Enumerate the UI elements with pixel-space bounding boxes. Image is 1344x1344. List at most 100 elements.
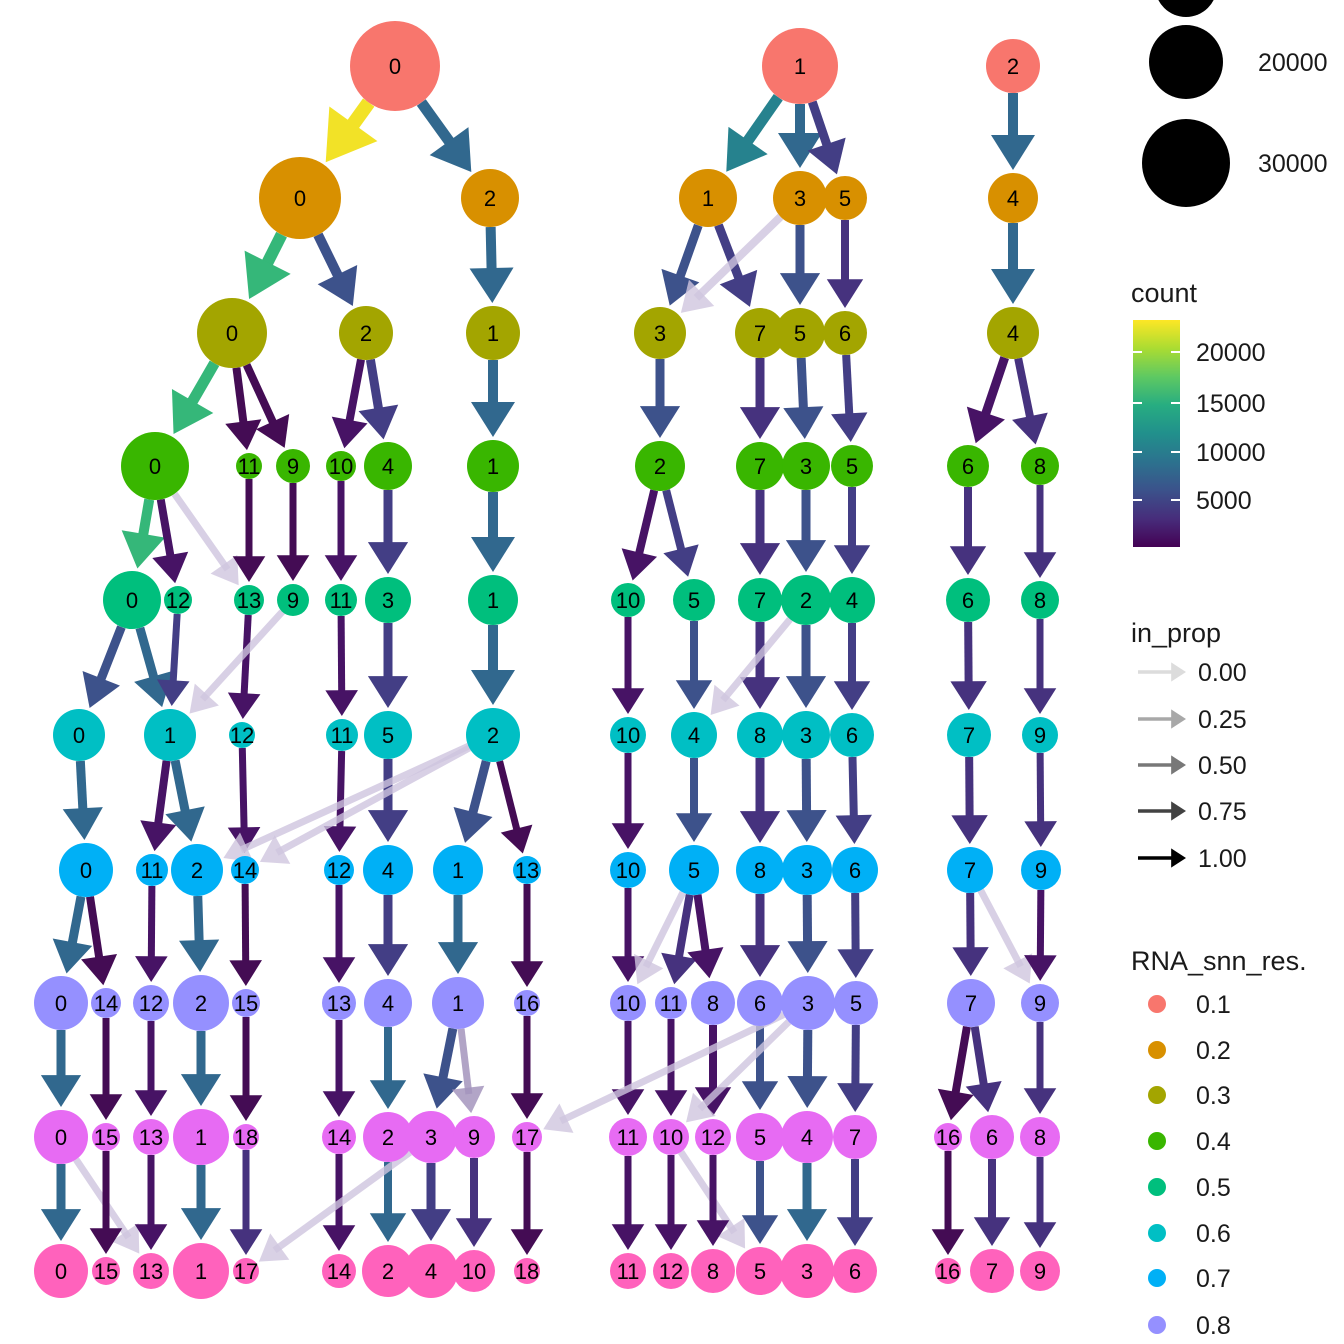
cluster-node-label: 14 bbox=[327, 1259, 351, 1284]
cluster-node-label: 0 bbox=[294, 186, 306, 211]
cluster-node-res1-0 bbox=[34, 1244, 88, 1298]
cluster-node-label: 11 bbox=[617, 1259, 640, 1284]
inprop-label: 0.50 bbox=[1198, 752, 1247, 780]
edge-arrow-0.9_13-to-1_13-head bbox=[134, 1224, 168, 1250]
edge-arrow-0.6_6-to-0.7_6-head bbox=[835, 814, 872, 845]
cluster-node-label: 14 bbox=[327, 1125, 351, 1150]
cluster-node-label: 12 bbox=[166, 588, 190, 613]
cluster-node-label: 8 bbox=[1034, 454, 1046, 479]
edge-arrow-0.3_2-to-0.4_10-head bbox=[331, 416, 368, 449]
cluster-node-res0.9-0 bbox=[34, 1110, 88, 1164]
cluster-node-label: 10 bbox=[329, 454, 353, 479]
cluster-node-label: 14 bbox=[94, 991, 118, 1016]
inprop-label: 0.25 bbox=[1198, 706, 1247, 734]
edge-arrow-0.7_5-to-0.8_10-head bbox=[634, 953, 664, 985]
edge-arrow-0.3_0-to-0.4_0-head bbox=[171, 389, 214, 434]
cluster-node-label: 3 bbox=[801, 858, 813, 883]
edge-arrow-0.9_0-to-1_13 bbox=[73, 1157, 132, 1240]
cluster-node-label: 1 bbox=[487, 321, 499, 346]
edge-arrow-0.6_0-to-0.7_0-head bbox=[62, 807, 103, 841]
cluster-node-res0.9-6 bbox=[970, 1115, 1014, 1159]
edge-arrow-0.4_5-to-0.5_4-head bbox=[833, 545, 871, 574]
cluster-node-label: 6 bbox=[986, 1125, 998, 1150]
cluster-node-label: 11 bbox=[331, 723, 354, 748]
cluster-node-label: 2 bbox=[382, 1259, 394, 1284]
edge-arrow-0.8_8-to-0.9_12-head bbox=[694, 1087, 732, 1116]
cluster-node-label: 9 bbox=[1035, 858, 1047, 883]
edge-arrow-0.4_0-to-0.5_0-head bbox=[121, 530, 166, 569]
edge-arrow-0.5_9-to-0.6_1-head bbox=[189, 683, 219, 714]
edge-arrow-0.7_7-to-0.8_7-head bbox=[952, 947, 989, 977]
cluster-node-label: 6 bbox=[754, 991, 766, 1016]
cluster-node-res0.6-11 bbox=[326, 719, 358, 751]
cluster-node-label: 11 bbox=[617, 1125, 640, 1150]
edge-arrow-0.4_11-to-0.5_13-head bbox=[232, 556, 266, 582]
edge-arrow-0.4_4-to-0.5_3-head bbox=[367, 542, 409, 574]
cluster-node-res0.9-10 bbox=[653, 1119, 689, 1155]
edge-arrow-0.8_11-to-0.9_10-head bbox=[654, 1090, 688, 1116]
edge-arrow-0.9_3-to-1_4-head bbox=[410, 1209, 452, 1241]
cluster-node-res1-5 bbox=[736, 1247, 784, 1295]
cluster-node-label: 16 bbox=[936, 1259, 960, 1284]
cluster-node-label: 9 bbox=[1034, 991, 1046, 1016]
cluster-node-label: 13 bbox=[327, 991, 351, 1016]
edge-arrow-0.7_0-to-0.8_0 bbox=[66, 895, 86, 951]
edge-arrow-0.3_0-to-0.4_9 bbox=[242, 363, 280, 430]
cluster-node-res0.8-11 bbox=[655, 987, 687, 1019]
edge-arrow-0.1_1-to-0.2_5 bbox=[808, 100, 834, 154]
cluster-node-label: 3 bbox=[802, 991, 814, 1016]
cluster-node-res0.5-1 bbox=[468, 575, 518, 625]
edge-arrow-0.8_3-to-0.9_4-head bbox=[787, 1075, 828, 1109]
edge-arrow-0.5_8-to-0.6_9-head bbox=[1023, 688, 1057, 714]
cluster-node-res0.5-0 bbox=[103, 571, 161, 629]
edge-arrow-0.6_12-to-0.7_14 bbox=[238, 747, 248, 834]
edge-arrow-0.1_2-to-0.2_4-head bbox=[991, 135, 1035, 170]
cluster-node-label: 4 bbox=[801, 1125, 813, 1150]
size-legend-circle-20000 bbox=[1149, 25, 1223, 99]
edge-arrow-0.9_4-to-1_3-head bbox=[786, 1209, 828, 1241]
cluster-node-res1-8 bbox=[691, 1249, 735, 1293]
cluster-node-label: 5 bbox=[754, 1259, 766, 1284]
edge-arrow-0.4_0-to-0.5_13-head bbox=[210, 554, 239, 586]
cluster-node-label: 12 bbox=[659, 1259, 683, 1284]
cluster-node-res0.2-0 bbox=[259, 157, 341, 239]
edge-arrow-0.4_0-to-0.5_13 bbox=[171, 491, 231, 572]
res-legend-dot-0.4 bbox=[1148, 1132, 1166, 1150]
edge-arrow-0.2_5-to-0.3_6-head bbox=[826, 279, 864, 308]
edge-arrow-0.9_10-to-1_5 bbox=[678, 1150, 738, 1235]
size-legend-circle-clipped bbox=[1158, 0, 1214, 17]
edge-arrow-0.8_6-to-0.9_5-head bbox=[741, 1081, 779, 1110]
cluster-node-res0.3-6 bbox=[823, 311, 867, 355]
edge-arrow-0.6_11-to-0.7_12-head bbox=[323, 825, 357, 853]
cluster-node-label: 15 bbox=[94, 1259, 118, 1284]
cluster-node-res0.9-11 bbox=[609, 1118, 647, 1156]
cluster-node-res0.4-1 bbox=[467, 440, 519, 492]
edge-arrow-0.9_12-to-1_8-head bbox=[696, 1220, 730, 1246]
res-legend-label: 0.7 bbox=[1196, 1265, 1231, 1293]
cluster-node-res0.7-1 bbox=[433, 845, 483, 895]
edge-arrow-0.5_6-to-0.6_7-head bbox=[950, 681, 987, 711]
edge-arrow-0.6_8-to-0.7_8-head bbox=[739, 811, 781, 843]
edge-arrow-0.5_11-to-0.6_11 bbox=[337, 615, 346, 697]
edge-arrow-0.5_0-to-0.6_0-head bbox=[82, 670, 120, 709]
cluster-node-label: 6 bbox=[839, 321, 851, 346]
cluster-node-label: 7 bbox=[986, 1259, 998, 1284]
cluster-node-res0.7-8 bbox=[736, 846, 784, 894]
inprop-arrow-0.00-head bbox=[1171, 662, 1186, 682]
edge-arrow-0.7_11-to-0.8_12 bbox=[147, 885, 156, 963]
edge-arrow-0.3_2-to-0.4_4 bbox=[365, 358, 385, 417]
edge-arrow-0.9_8-to-1_9-head bbox=[1023, 1222, 1057, 1248]
edge-arrow-0.3_4-to-0.4_8-head bbox=[1012, 412, 1048, 445]
cluster-node-label: 4 bbox=[688, 723, 700, 748]
edge-arrow-0.4_7-to-0.5_7-head bbox=[739, 543, 781, 575]
cluster-node-res0.3-1 bbox=[466, 306, 520, 360]
inprop-legend-title: in_prop bbox=[1131, 618, 1222, 648]
cluster-node-label: 13 bbox=[139, 1125, 163, 1150]
cluster-node-label: 2 bbox=[800, 588, 812, 613]
edge-arrow-0.5_13-to-0.6_12-head bbox=[227, 692, 261, 720]
cluster-node-label: 9 bbox=[1034, 723, 1046, 748]
edge-arrow-0.7_8-to-0.8_6-head bbox=[739, 945, 781, 977]
cluster-node-label: 4 bbox=[382, 858, 394, 883]
edge-arrow-0.3_7-to-0.4_7-head bbox=[739, 407, 781, 439]
edge-arrow-0.8_13-to-0.9_14-head bbox=[322, 1091, 356, 1117]
